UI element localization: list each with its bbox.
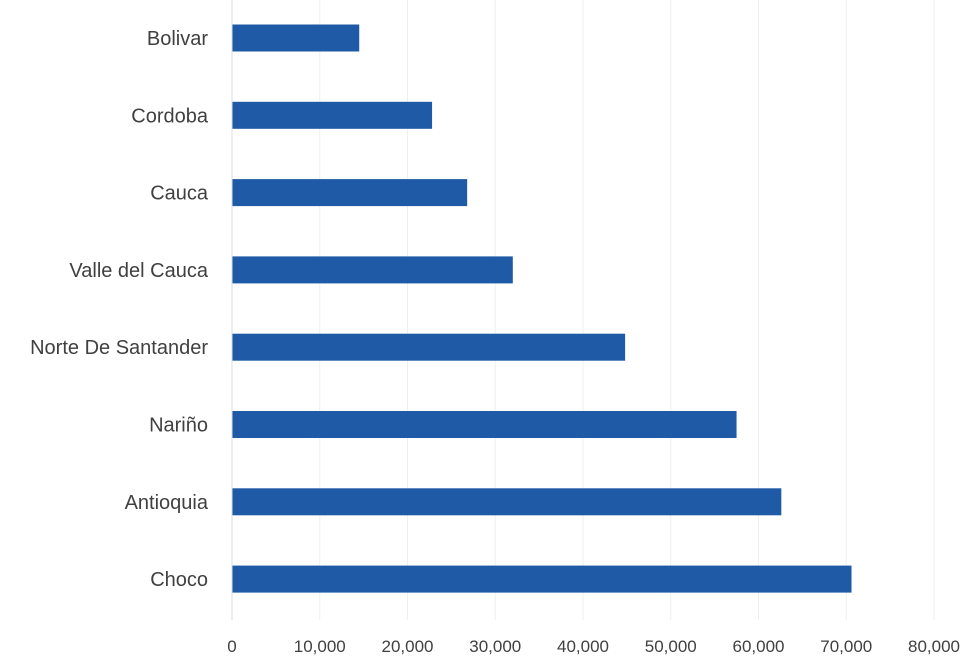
bar: [232, 565, 852, 593]
x-tick-label: 60,000: [733, 637, 785, 656]
x-tick-label: 80,000: [908, 637, 960, 656]
x-axis-tick-labels: 0 10,000 20,000 30,000 40,000 50,000 60,000 70,…: [227, 637, 960, 656]
x-tick-label: 70,000: [820, 637, 872, 656]
x-tick-label: 20,000: [382, 637, 434, 656]
x-tick-label: 30,000: [469, 637, 521, 656]
category-label: Choco: [150, 569, 208, 591]
bar: [232, 256, 513, 284]
category-label: Valle del Cauca: [69, 260, 208, 282]
bar: [232, 333, 626, 361]
bar: [232, 24, 360, 52]
bar: [232, 179, 468, 207]
category-label: Nariño: [149, 415, 208, 437]
category-label: Antioquia: [125, 492, 209, 514]
bar: [232, 488, 782, 516]
bar: [232, 101, 433, 129]
gridlines: [319, 0, 935, 620]
category-label: Bolivar: [147, 28, 208, 50]
category-label: Cauca: [150, 183, 209, 205]
x-tick-label: 0: [227, 637, 236, 656]
category-label: Norte De Santander: [30, 337, 208, 359]
x-tick-label: 40,000: [557, 637, 609, 656]
category-labels: Bolivar Cordoba Cauca Valle del Cauca Norte …: [30, 28, 209, 591]
bar: [232, 411, 737, 438]
category-label: Cordoba: [131, 105, 209, 127]
x-tick-label: 10,000: [294, 637, 346, 656]
bar-series: [232, 24, 852, 593]
x-tick-label: 50,000: [645, 637, 697, 656]
